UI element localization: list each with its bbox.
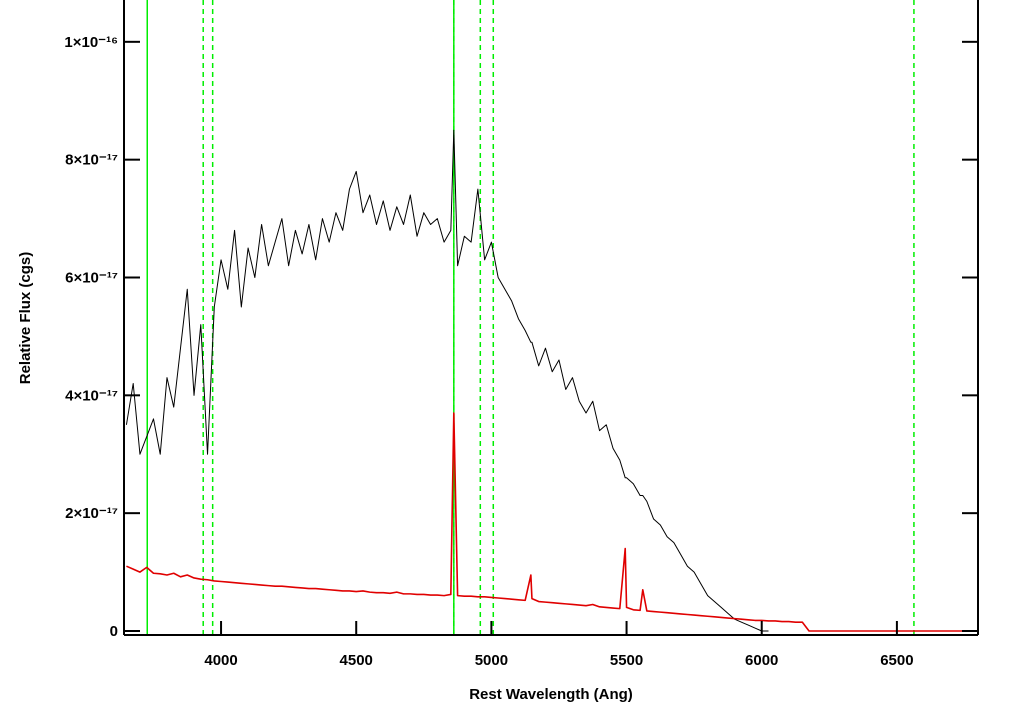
- y-tick-label: 4×10⁻¹⁷: [65, 387, 118, 404]
- spectrum-line: [125, 129, 769, 632]
- x-tick-label: 5500: [610, 652, 643, 669]
- x-tick-label: 6500: [880, 652, 913, 669]
- x-tick-label: 4000: [204, 652, 237, 669]
- x-tick-label: 4500: [340, 652, 373, 669]
- x-axis-title: Rest Wavelength (Ang): [469, 686, 633, 703]
- y-tick-label: 6×10⁻¹⁷: [65, 269, 118, 286]
- y-tick-label: 2×10⁻¹⁷: [65, 505, 118, 522]
- y-tick-label: 0: [110, 623, 118, 640]
- y-tick-label: 1×10⁻¹⁶: [64, 34, 118, 51]
- y-tick-label: 8×10⁻¹⁷: [65, 152, 118, 169]
- y-axis-title: Relative Flux (cgs): [17, 252, 34, 385]
- x-tick-label: 6000: [745, 652, 778, 669]
- spectrum-line: [126, 412, 978, 632]
- x-tick-label: 5000: [475, 652, 508, 669]
